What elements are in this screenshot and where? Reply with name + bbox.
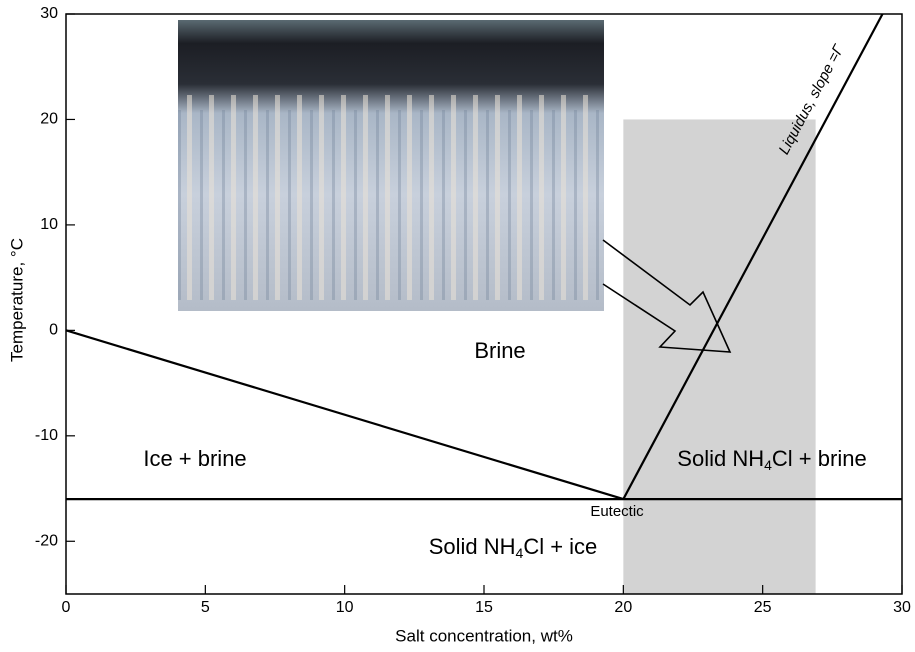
photo-texture	[178, 20, 604, 311]
annotation-part: Solid NH	[429, 534, 516, 559]
y-axis-title: Temperature, °C	[7, 238, 26, 362]
y-tick-label: 30	[40, 5, 58, 22]
x-tick-label: 30	[893, 599, 911, 616]
annotation: Ice + brine	[143, 446, 246, 471]
annotation: Brine	[474, 338, 525, 363]
x-tick-label: 20	[614, 599, 632, 616]
shaded-region	[623, 119, 815, 594]
annotation: Solid NH4Cl + ice	[429, 534, 598, 561]
x-tick-label: 10	[336, 599, 354, 616]
x-tick-label: 25	[754, 599, 772, 616]
phase-boundary	[66, 330, 623, 499]
y-tick-label: 20	[40, 111, 58, 128]
annotation-subscript: 4	[764, 457, 772, 473]
x-tick-label: 5	[201, 599, 210, 616]
annotation-part: Solid NH	[677, 446, 764, 471]
annotation-part: Cl + ice	[523, 534, 597, 559]
y-tick-label: -10	[35, 427, 58, 444]
x-tick-label: 15	[475, 599, 493, 616]
x-axis-title: Salt concentration, wt%	[395, 626, 573, 645]
y-tick-label: 10	[40, 216, 58, 233]
annotation-part: Cl + brine	[772, 446, 867, 471]
y-tick-label: 0	[49, 322, 58, 339]
annotation-subscript: 4	[516, 545, 524, 561]
inset-photo	[178, 20, 604, 311]
x-tick-label: 0	[62, 599, 71, 616]
annotation: Eutectic	[590, 503, 644, 520]
chart: 0 5 10 15 20 25 30 -20 -10 0 10 20 30 Salt concentra…	[0, 0, 915, 652]
annotation: Solid NH4Cl + brine	[677, 446, 866, 473]
y-tick-label: -20	[35, 532, 58, 549]
